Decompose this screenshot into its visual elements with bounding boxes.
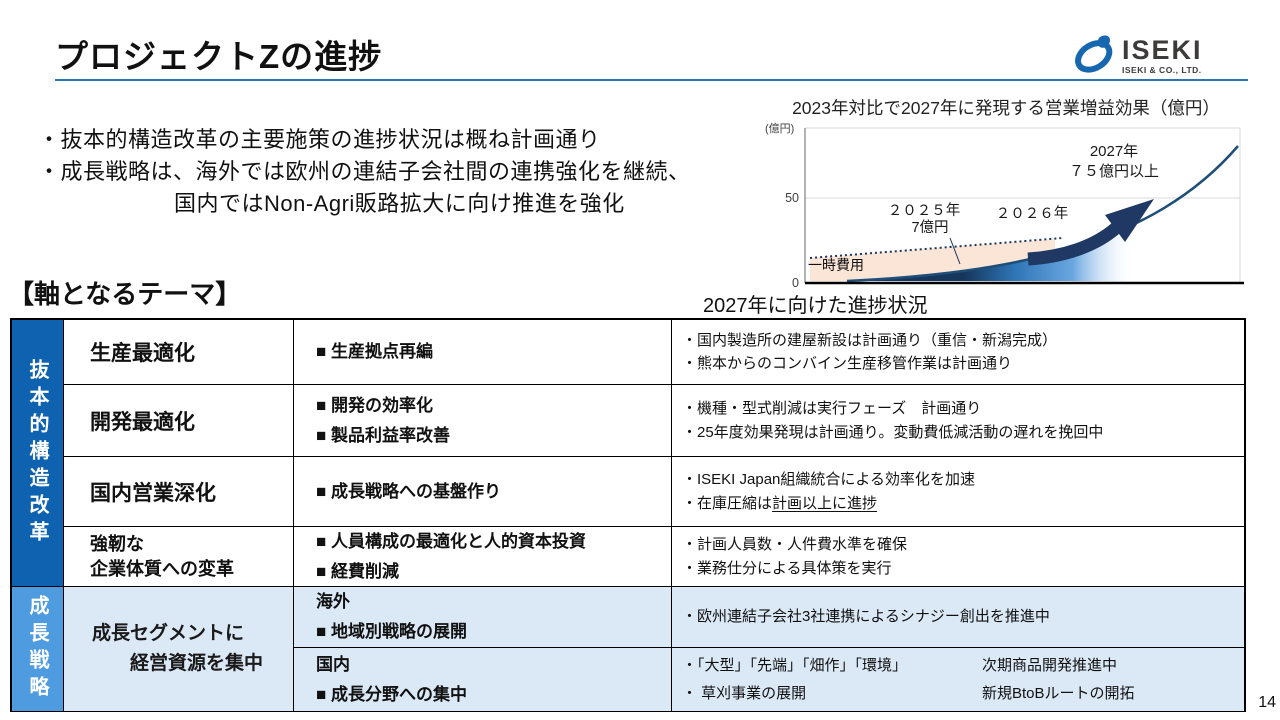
summary-line-3: 国内ではNon-Agri販路拡大に向け推進を強化 [174,191,625,216]
logo-subtitle: ISEKI & CO., LTD. [1122,64,1202,75]
iseki-logo-icon [1072,30,1116,81]
underlined-progress: 計画以上に進捗 [772,494,878,512]
measures-domestic-sales: ■ 成長戦略への基盤作り [294,457,672,527]
y-tick-0: 0 [792,276,799,290]
progress-development: ・機種・型式削減は実行フェーズ 計画通り ・25年度効果発現は計画通り。変動費低… [672,385,1244,457]
measures-resilient-company: ■ 人員構成の最適化と人的資本投資 ■ 経費削減 [294,527,672,587]
section-header-growth-strategy: 成長戦略 [12,587,64,711]
theme-development-optimization: 開発最適化 [64,385,294,457]
progress-domestic-growth: ・「大型」「先端」「畑作」「環境」 次期商品開発推進中 ・ 草刈事業の展開 新規… [672,648,1244,711]
progress-column-header: 2027年に向けた進捗状況 [703,295,928,317]
profit-growth-area [847,146,1238,281]
page-number: 14 [1258,694,1276,711]
growth-arrow-head [1105,199,1154,242]
progress-production: ・国内製造所の建屋新設は計画通り（重信・新潟完成） ・熊本からのコンバイン生産移… [672,320,1244,385]
growth-arrow-body [1027,222,1121,266]
progress-table: 抜本的構造改革 生産最適化 ■ 生産拠点再編 ・国内製造所の建屋新設は計画通り（… [10,318,1246,712]
label-2025-pointer [949,237,961,265]
theme-growth-segment: 成長セグメントに 経営資源を集中 [64,587,294,711]
y-tick-50: 50 [785,191,799,205]
theme-resilient-company: 強靭な 企業体質への変革 [64,527,294,587]
theme-production-optimization: 生産最適化 [64,320,294,385]
theme-domestic-sales: 国内営業深化 [64,457,294,527]
iseki-logo: ISEKI ISEKI & CO., LTD. [1072,30,1203,81]
y-axis-unit: (億円) [765,122,794,135]
label-2027: 2027年 [1090,143,1138,160]
label-2026: ２０２６年 [996,205,1069,222]
measures-development: ■ 開発の効率化 ■ 製品利益率改善 [294,385,672,457]
measures-overseas: 海外 ■ 地域別戦略の展開 [294,587,672,648]
progress-resilient-company: ・計画人員数・人件費水準を確保 ・業務仕分による具体策を実行 [672,527,1244,587]
theme-heading: 【軸となるテーマ】 [8,279,242,309]
chart-title: 2023年対比で2027年に発現する営業増益効果（億円） [792,98,1220,118]
page-title: プロジェクトZの進捗 [55,38,383,75]
label-onetime-cost: 一時費用 [808,257,864,273]
summary-line-1: ・抜本的構造改革の主要施策の進捗状況は概ね計画通り [38,127,601,152]
section-header-structural-reform: 抜本的構造改革 [12,320,64,587]
title-divider [55,79,1248,81]
label-2025-value: 7億円 [911,219,948,236]
progress-overseas: ・欧州連結子会社3社連携によるシナジー創出を推進中 [672,587,1244,648]
profit-effect-chart: (億円) 50 0 ２０２５年 7億円 ２０２６年 2027年 ７５億円以上 一… [765,122,1244,290]
logo-name: ISEKI [1122,34,1203,65]
summary-line-2: ・成長戦略は、海外では欧州の連結子会社間の連携強化を継続、 [38,159,691,184]
label-2027-value: ７５億円以上 [1069,163,1159,180]
summary-bullets: ・抜本的構造改革の主要施策の進捗状況は概ね計画通り ・成長戦略は、海外では欧州の… [38,124,691,220]
progress-domestic-sales: ・ISEKI Japan組織統合による効率化を加速 ・在庫圧縮は計画以上に進捗 [672,457,1244,527]
measures-domestic-growth: 国内 ■ 成長分野への集中 [294,648,672,711]
label-2025: ２０２５年 [888,202,961,219]
measures-production: ■ 生産拠点再編 [294,320,672,385]
